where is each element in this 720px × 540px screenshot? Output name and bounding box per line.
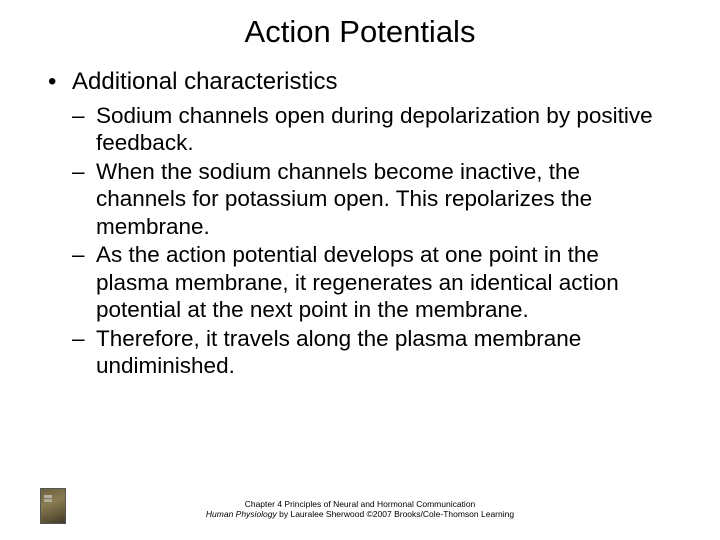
bullet-level1: Additional characteristics: [48, 68, 676, 96]
slide-title: Action Potentials: [0, 0, 720, 68]
slide-footer: Chapter 4 Principles of Neural and Hormo…: [0, 499, 720, 520]
footer-line-2: Human Physiology by Lauralee Sherwood ©2…: [0, 509, 720, 520]
bullet-level2-list: Sodium channels open during depolarizati…: [48, 102, 676, 379]
bullet-level2-item: As the action potential develops at one …: [72, 241, 676, 323]
slide-container: Action Potentials Additional characteris…: [0, 0, 720, 540]
footer-rest: by Lauralee Sherwood ©2007 Brooks/Cole-T…: [277, 509, 514, 519]
bullet-level2-item: Sodium channels open during depolarizati…: [72, 102, 676, 157]
bullet-level2-item: When the sodium channels become inactive…: [72, 158, 676, 240]
footer-book-title: Human Physiology: [206, 509, 277, 519]
footer-line-1: Chapter 4 Principles of Neural and Hormo…: [0, 499, 720, 510]
slide-content: Additional characteristics Sodium channe…: [0, 68, 720, 379]
bullet-level2-item: Therefore, it travels along the plasma m…: [72, 325, 676, 380]
